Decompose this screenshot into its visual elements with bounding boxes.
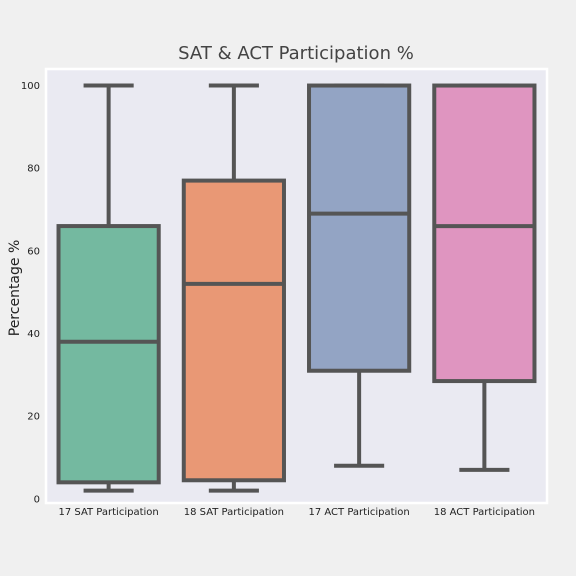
y-axis-label: Percentage % bbox=[7, 240, 23, 337]
iqr-box bbox=[181, 178, 286, 483]
y-tick-label: 100 bbox=[21, 81, 40, 92]
x-tick-label: 17 ACT Participation bbox=[308, 507, 409, 518]
box-group bbox=[307, 83, 412, 468]
x-tick-label: 18 ACT Participation bbox=[434, 507, 535, 518]
iqr-box bbox=[432, 83, 537, 384]
y-tick-label: 60 bbox=[27, 246, 40, 257]
y-tick-label: 20 bbox=[27, 412, 40, 423]
x-tick-label: 18 SAT Participation bbox=[184, 507, 284, 518]
x-axis-ticks: 17 SAT Participation 18 SAT Participation… bbox=[59, 507, 535, 518]
box-group bbox=[56, 83, 161, 493]
box-group bbox=[181, 83, 286, 493]
iqr-box bbox=[307, 83, 412, 373]
iqr-box bbox=[56, 224, 161, 485]
x-tick-label: 17 SAT Participation bbox=[59, 507, 159, 518]
y-tick-label: 0 bbox=[34, 494, 40, 505]
box-plot-series bbox=[56, 83, 537, 493]
box-group bbox=[432, 83, 537, 472]
chart-title: SAT & ACT Participation % bbox=[178, 43, 414, 64]
y-tick-label: 40 bbox=[27, 329, 40, 340]
y-axis-ticks: 0 20 40 60 80 100 bbox=[21, 81, 40, 505]
y-tick-label: 80 bbox=[27, 164, 40, 175]
